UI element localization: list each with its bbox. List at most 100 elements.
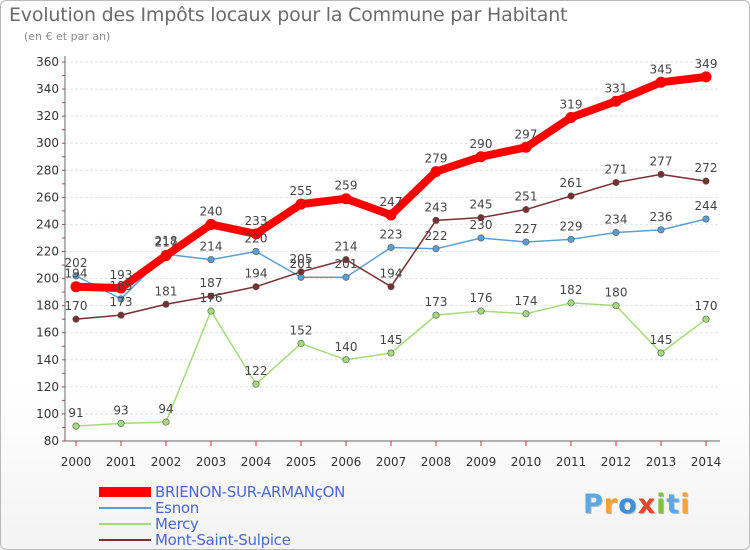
data-label-mercy: 94 <box>158 402 173 416</box>
data-point-mercy <box>297 340 305 348</box>
legend-swatch <box>99 539 151 541</box>
data-label-mont-saint-sulpice: 243 <box>425 200 448 214</box>
x-tick-label: 2014 <box>691 455 722 469</box>
data-point-mont-saint-sulpice <box>207 292 215 300</box>
data-labels: 202 185 218 214 220 201 201 223 222 230 227 229 234 2… <box>65 57 718 420</box>
data-point-brienon-sur-arman-on <box>610 95 622 107</box>
data-point-mercy <box>117 419 125 427</box>
data-label-brienon-sur-arman-on: 290 <box>470 137 493 151</box>
data-label-mercy: 173 <box>425 295 448 309</box>
data-label-mercy: 176 <box>200 291 223 305</box>
data-point-brienon-sur-arman-on <box>565 111 577 123</box>
legend-label: Mont-Saint-Sulpice <box>155 531 291 549</box>
x-tick-label: 2004 <box>241 455 272 469</box>
data-label-mont-saint-sulpice: 205 <box>290 252 313 266</box>
data-label-mercy: 152 <box>290 324 313 338</box>
logo-letter: i <box>656 489 667 520</box>
data-label-mercy: 176 <box>470 291 493 305</box>
x-tick-label: 2006 <box>331 455 362 469</box>
y-tick-label: 280 <box>36 163 59 177</box>
data-label-mercy: 122 <box>245 364 268 378</box>
data-point-brienon-sur-arman-on <box>250 228 262 240</box>
data-point-esnon <box>567 235 575 243</box>
data-point-esnon <box>612 229 620 237</box>
data-point-mont-saint-sulpice <box>657 170 665 178</box>
data-label-brienon-sur-arman-on: 255 <box>290 184 313 198</box>
chart-title: Evolution des Impôts locaux pour la Comm… <box>9 4 568 26</box>
data-point-mercy <box>72 422 80 430</box>
data-point-mont-saint-sulpice <box>522 206 530 214</box>
data-point-mercy <box>567 299 575 307</box>
data-point-brienon-sur-arman-on <box>70 281 82 293</box>
legend: BRIENON-SUR-ARMANçON Esnon Mercy Mont-Saint… <box>99 483 459 549</box>
data-label-brienon-sur-arman-on: 279 <box>425 152 448 166</box>
data-label-mercy: 93 <box>113 403 128 417</box>
y-tick-label: 100 <box>36 407 59 421</box>
y-tick-label: 180 <box>36 299 59 313</box>
data-point-mont-saint-sulpice <box>387 283 395 291</box>
data-label-brienon-sur-arman-on: 319 <box>560 97 583 111</box>
logo-letter: o <box>618 489 638 520</box>
data-label-esnon: 185 <box>110 279 133 293</box>
data-label-esnon: 227 <box>515 222 538 236</box>
data-point-mont-saint-sulpice <box>612 178 620 186</box>
data-point-brienon-sur-arman-on <box>295 198 307 210</box>
data-label-brienon-sur-arman-on: 345 <box>650 62 673 76</box>
data-label-esnon: 223 <box>380 227 403 241</box>
data-label-brienon-sur-arman-on: 194 <box>65 267 88 281</box>
data-point-esnon <box>387 243 395 251</box>
chart-subtitle: (en € et par an) <box>24 30 111 43</box>
data-label-brienon-sur-arman-on: 247 <box>380 195 403 209</box>
data-label-mont-saint-sulpice: 277 <box>650 154 673 168</box>
data-label-mercy: 174 <box>515 294 538 308</box>
data-label-esnon: 244 <box>695 199 718 213</box>
data-point-brienon-sur-arman-on <box>385 209 397 221</box>
data-point-mercy <box>657 349 665 357</box>
legend-item-esnon: Esnon <box>99 499 459 517</box>
data-label-mercy: 182 <box>560 283 583 297</box>
y-tick-label: 300 <box>36 136 59 150</box>
data-label-mercy: 170 <box>695 299 718 313</box>
data-point-esnon <box>252 248 260 256</box>
x-tick-label: 2010 <box>511 455 542 469</box>
data-label-esnon: 234 <box>605 213 628 227</box>
y-tick-label: 320 <box>36 109 59 123</box>
data-label-mercy: 145 <box>650 333 673 347</box>
logo-letter: r <box>603 489 619 520</box>
data-label-mont-saint-sulpice: 272 <box>695 161 718 175</box>
axes: 80 100 120 140 160 180 200 220 240 260 280 300 320 34… <box>36 55 721 469</box>
data-point-brienon-sur-arman-on <box>340 193 352 205</box>
x-tick-label: 2001 <box>106 455 137 469</box>
series-esnon <box>72 215 710 303</box>
data-point-esnon <box>342 273 350 281</box>
data-label-brienon-sur-arman-on: 259 <box>335 179 358 193</box>
data-label-mont-saint-sulpice: 245 <box>470 198 493 212</box>
data-point-esnon <box>657 226 665 234</box>
data-point-mercy <box>342 356 350 364</box>
legend-label: Mercy <box>155 515 199 533</box>
data-point-mercy <box>702 315 710 323</box>
series-brienon-sur-arman-on <box>70 71 712 294</box>
data-point-esnon <box>432 245 440 253</box>
data-point-mont-saint-sulpice <box>117 311 125 319</box>
data-point-brienon-sur-arman-on <box>700 71 712 83</box>
data-label-esnon: 201 <box>290 257 313 271</box>
y-tick-label: 220 <box>36 245 59 259</box>
logo-letter: P <box>583 489 604 520</box>
x-tick-label: 2011 <box>556 455 587 469</box>
data-label-esnon: 229 <box>560 219 583 233</box>
x-tick-label: 2002 <box>151 455 182 469</box>
x-tick-label: 2008 <box>421 455 452 469</box>
data-point-mercy <box>387 349 395 357</box>
data-label-brienon-sur-arman-on: 233 <box>245 214 268 228</box>
data-point-mercy <box>522 310 530 318</box>
legend-item-mont-saint-sulpice: Mont-Saint-Sulpice <box>99 531 459 549</box>
data-label-mont-saint-sulpice: 214 <box>335 240 358 254</box>
x-tick-label: 2003 <box>196 455 227 469</box>
x-tick-label: 2000 <box>61 455 92 469</box>
data-label-mont-saint-sulpice: 261 <box>560 176 583 190</box>
data-label-mont-saint-sulpice: 170 <box>65 299 88 313</box>
legend-label: BRIENON-SUR-ARMANçON <box>155 483 346 501</box>
y-tick-label: 160 <box>36 326 59 340</box>
